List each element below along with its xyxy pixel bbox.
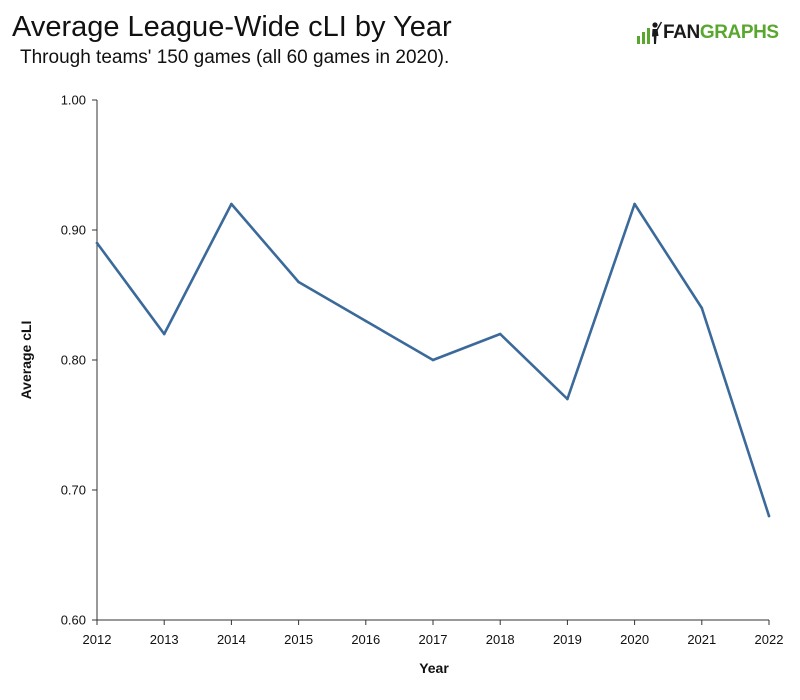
y-tick-label: 1.00 [61,93,86,108]
data-point [498,332,502,336]
data-point [700,306,704,310]
chart-title: Average League-Wide cLI by Year [12,11,452,43]
y-axis-title: Average cLI [18,321,34,400]
data-point [431,358,435,362]
x-axis-ticks: 2012 2013 2014 2015 2016 2017 2018 2019 2020 2021… [83,620,784,647]
x-tick-label: 2022 [755,632,784,647]
x-axis-title: Year [419,660,449,676]
batter-icon [637,21,662,44]
x-tick-label: 2017 [419,632,448,647]
data-point [633,202,636,206]
fangraphs-logo[interactable]: FANGRAPHS [636,20,779,46]
y-tick-label: 0.90 [61,223,86,238]
y-tick-label: 0.80 [61,353,86,368]
data-point [95,241,99,245]
y-tick-label: 0.60 [61,613,86,628]
x-tick-label: 2013 [150,632,179,647]
x-tick-label: 2020 [620,632,649,647]
logo-text-fan: FAN [663,22,700,43]
x-tick-label: 2021 [687,632,716,647]
x-tick-label: 2019 [553,632,582,647]
data-point [230,202,233,206]
logo-wordmark: FANGRAPHS [663,21,779,45]
y-axis-ticks: 1.00 0.90 0.80 0.70 0.60 [61,93,97,628]
x-tick-label: 2014 [217,632,246,647]
x-tick-label: 2018 [486,632,515,647]
data-point [364,319,368,323]
series-layer [95,202,771,518]
data-point [297,280,300,284]
data-point [767,514,771,518]
y-tick-label: 0.70 [61,483,86,498]
chart-subtitle: Through teams' 150 games (all 60 games i… [20,47,450,68]
x-tick-label: 2015 [284,632,313,647]
data-point [162,332,166,336]
x-tick-label: 2012 [83,632,112,647]
logo-text-graphs: GRAPHS [699,22,779,43]
data-point [566,397,569,401]
x-tick-label: 2016 [351,632,380,647]
